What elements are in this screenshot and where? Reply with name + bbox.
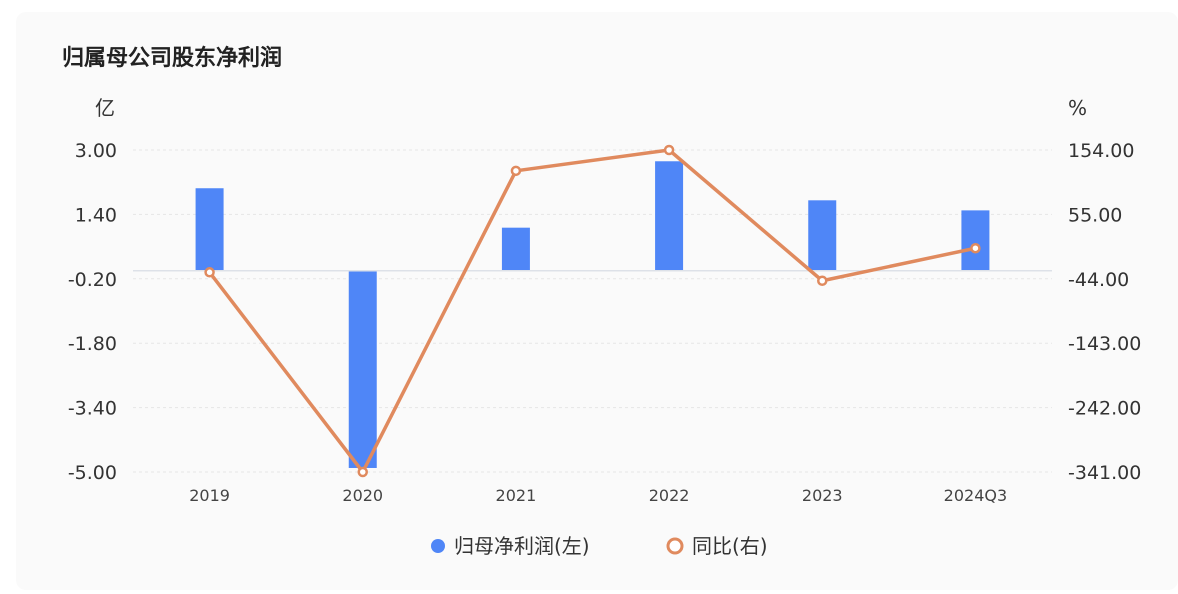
x-tick-label: 2024Q3 — [944, 486, 1008, 505]
right-tick-label: 154.00 — [1068, 140, 1134, 162]
left-tick-label: -1.80 — [68, 333, 117, 355]
left-axis-unit: 亿 — [95, 96, 115, 120]
bar — [808, 200, 837, 271]
bar — [501, 227, 530, 271]
legend: 归母净利润(左) 同比(右) — [431, 534, 768, 558]
right-tick-label: -242.00 — [1068, 398, 1141, 420]
legend-marker-net-profit — [431, 539, 445, 553]
right-tick-label: -341.00 — [1068, 462, 1141, 484]
bar — [195, 188, 224, 271]
line-point — [663, 144, 675, 156]
right-axis-unit: % — [1068, 96, 1087, 120]
line-point — [357, 466, 368, 478]
x-tick-label: 2020 — [342, 486, 383, 505]
right-axis-ticks: 154.00 55.00 -44.00 -143.00 -242.00 -341.00 — [1068, 140, 1141, 484]
legend-label-yoy: 同比(右) — [692, 534, 768, 558]
legend-marker-yoy — [666, 537, 684, 555]
x-axis-ticks: 2019 2020 2021 2022 2023 2024Q3 — [189, 486, 1007, 505]
right-tick-label: -143.00 — [1068, 333, 1141, 355]
legend-label-net-profit: 归母净利润(左) — [454, 534, 590, 558]
line-point — [817, 275, 828, 287]
chart-card — [16, 12, 1178, 590]
x-tick-label: 2022 — [649, 486, 690, 505]
right-tick-label: -44.00 — [1068, 269, 1129, 291]
x-tick-label: 2023 — [802, 486, 843, 505]
right-tick-label: 55.00 — [1068, 204, 1122, 226]
left-axis-ticks: 3.00 1.40 -0.20 -1.80 -3.40 -5.00 — [68, 140, 117, 484]
left-tick-label: 1.40 — [75, 204, 117, 226]
bar-series — [195, 161, 990, 468]
x-tick-label: 2019 — [189, 486, 230, 505]
bar — [348, 270, 377, 468]
x-tick-label: 2021 — [496, 486, 537, 505]
left-tick-label: -5.00 — [68, 462, 117, 484]
bar — [655, 161, 684, 271]
left-tick-label: -3.40 — [68, 398, 117, 420]
left-tick-label: 3.00 — [75, 140, 117, 162]
bar — [961, 210, 990, 271]
line-point — [204, 267, 215, 278]
grid-lines — [133, 149, 1052, 473]
line-series — [204, 144, 981, 478]
yoy-line — [208, 148, 976, 474]
line-point — [510, 165, 522, 177]
chart-title: 归属母公司股东净利润 — [62, 46, 283, 71]
line-point — [970, 242, 981, 254]
left-tick-label: -0.20 — [68, 269, 117, 291]
